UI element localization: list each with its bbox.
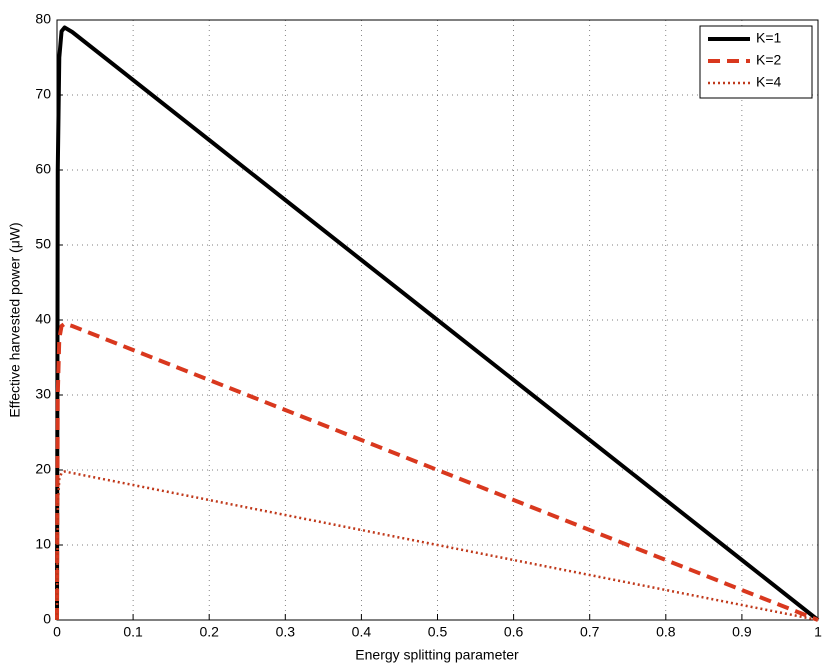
series-line: [55, 321, 819, 622]
series-line: [55, 25, 820, 622]
x-tick-label: 0.2: [199, 624, 219, 640]
y-tick-label: 80: [35, 11, 51, 27]
x-axis-label: Energy splitting parameter: [355, 647, 519, 663]
x-tick-label: 0.9: [732, 624, 752, 640]
legend-label: K=4: [756, 74, 782, 90]
y-tick-label: 70: [35, 86, 51, 102]
x-tick-label: 0.1: [123, 624, 143, 640]
y-tick-label: 30: [35, 386, 51, 402]
y-tick-label: 20: [35, 461, 51, 477]
x-tick-label: 0.3: [276, 624, 296, 640]
y-tick-label: 40: [35, 311, 51, 327]
x-tick-label: 0: [53, 624, 61, 640]
legend-label: K=2: [756, 52, 782, 68]
x-tick-label: 0.4: [352, 624, 372, 640]
x-tick-label: 1: [814, 624, 822, 640]
y-tick-label: 50: [35, 236, 51, 252]
y-tick-label: 0: [43, 611, 51, 627]
legend-label: K=1: [756, 30, 782, 46]
y-tick-label: 60: [35, 161, 51, 177]
x-tick-label: 0.6: [504, 624, 524, 640]
y-tick-label: 10: [35, 536, 51, 552]
y-axis-label: Effective harvested power (μW): [7, 222, 23, 417]
x-tick-label: 0.5: [428, 624, 448, 640]
x-tick-label: 0.7: [580, 624, 600, 640]
x-tick-label: 0.8: [656, 624, 676, 640]
